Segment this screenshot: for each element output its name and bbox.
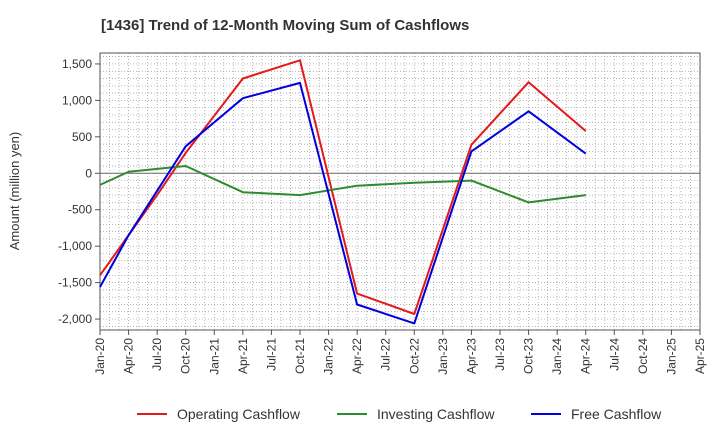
x-tick-label: Jan-23 <box>436 338 450 375</box>
y-tick-label: -2,000 <box>58 312 92 326</box>
y-tick-label: 1,500 <box>62 57 92 71</box>
x-tick-label: Oct-22 <box>407 338 421 374</box>
legend: Operating Cashflow Investing Cashflow Free… <box>137 406 662 422</box>
x-tick-label: Oct-20 <box>179 338 193 374</box>
legend-label: Free Cashflow <box>571 406 662 422</box>
legend-label: Investing Cashflow <box>377 406 495 422</box>
x-tick-label: Oct-24 <box>636 338 650 374</box>
x-tick-label: Apr-22 <box>350 338 364 374</box>
x-tick-label: Apr-25 <box>693 338 707 374</box>
x-tick-label: Apr-20 <box>122 338 136 374</box>
y-tick-label: 0 <box>85 166 92 180</box>
legend-label: Operating Cashflow <box>177 406 301 422</box>
x-tick-label: Apr-23 <box>464 338 478 374</box>
x-tick-label: Jul-22 <box>379 338 393 371</box>
x-tick-label: Jul-23 <box>493 338 507 371</box>
x-tick-label: Apr-21 <box>236 338 250 374</box>
y-tick-label: 1,000 <box>62 93 92 107</box>
series-line-operating-cashflow <box>99 59 587 315</box>
x-tick-label: Jan-22 <box>322 338 336 375</box>
x-tick-label: Apr-24 <box>579 338 593 374</box>
x-tick-label: Jan-25 <box>664 338 678 375</box>
x-tick-label: Oct-23 <box>522 338 536 374</box>
x-tick-label: Jan-20 <box>93 338 107 375</box>
y-tick-label: -1,000 <box>58 239 92 253</box>
x-tick-label: Jul-20 <box>150 338 164 371</box>
y-axis-label: Amount (million yen) <box>7 132 22 251</box>
y-tick-label: -1,500 <box>58 276 92 290</box>
x-tick-label: Jul-24 <box>607 338 621 371</box>
chart-title: [1436] Trend of 12-Month Moving Sum of C… <box>101 17 469 34</box>
plot-border <box>99 52 701 331</box>
plot-area: 1,5001,0005000-500-1,000-1,500-2,000Jan-… <box>58 52 707 375</box>
x-tick-label: Jul-21 <box>264 338 278 371</box>
series-line-free-cashflow <box>99 81 587 325</box>
x-tick-label: Jan-24 <box>550 338 564 375</box>
y-tick-label: -500 <box>68 203 92 217</box>
x-tick-label: Oct-21 <box>293 338 307 374</box>
y-tick-label: 500 <box>72 130 92 144</box>
x-tick-label: Jan-21 <box>207 338 221 375</box>
